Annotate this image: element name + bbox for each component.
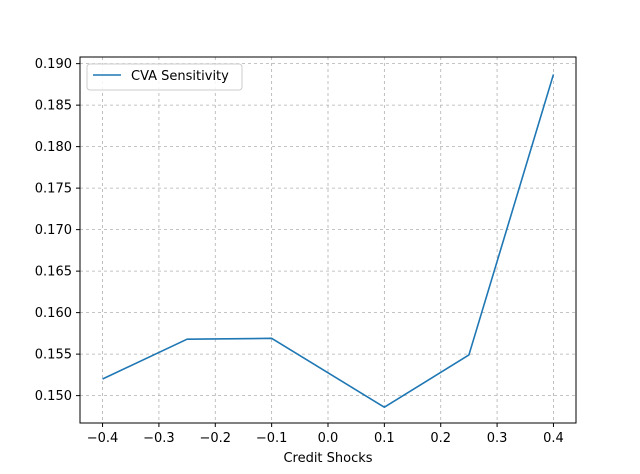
- x-tick-label: 0.4: [543, 431, 564, 446]
- legend-box: [86, 63, 243, 91]
- y-tick-label: 0.160: [35, 306, 72, 321]
- y-tick-label: 0.185: [35, 99, 72, 114]
- x-axis-title: Credit Shocks: [283, 451, 372, 466]
- y-tick-label: 0.165: [35, 265, 72, 280]
- y-tick-label: 0.170: [35, 223, 72, 238]
- series-line-0: [102, 74, 555, 409]
- y-tick-label: 0.155: [35, 348, 72, 363]
- y-tick-label: 0.150: [35, 389, 72, 404]
- x-tick-label: −0.1: [256, 431, 288, 446]
- x-tick-label: −0.2: [199, 431, 231, 446]
- y-tick-label: 0.180: [35, 140, 72, 155]
- x-tick-label: 0.1: [374, 431, 395, 446]
- x-tick-label: −0.3: [143, 431, 175, 446]
- y-tick-label: 0.190: [35, 57, 72, 72]
- legend: CVA Sensitivity: [86, 63, 243, 91]
- y-axis-ticks: 0.150 0.155 0.160 0.165 0.170 0.175 0.180 0.185…: [35, 57, 80, 404]
- x-tick-label: 0.2: [430, 431, 451, 446]
- legend-label: CVA Sensitivity: [131, 69, 229, 84]
- x-tick-label: 0.3: [487, 431, 508, 446]
- series-layer: [102, 74, 555, 409]
- x-tick-label: 0.0: [318, 431, 339, 446]
- grid-lines: [80, 57, 576, 423]
- x-axis-ticks: −0.4 −0.3 −0.2 −0.1 0.0 0.1 0.2 0.3 0.4: [87, 423, 564, 446]
- y-tick-label: 0.175: [35, 182, 72, 197]
- x-tick-label: −0.4: [87, 431, 119, 446]
